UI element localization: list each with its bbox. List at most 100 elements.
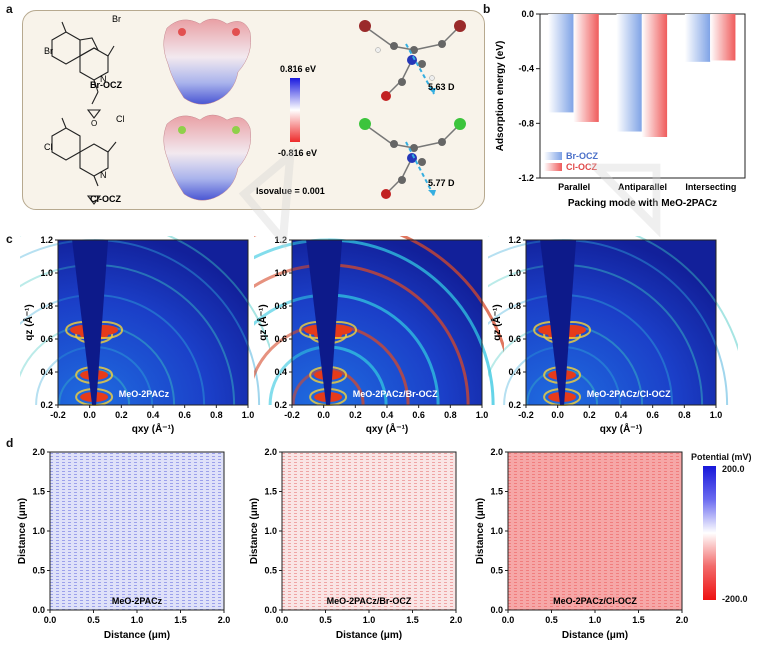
x-tick-label: 0.6 (178, 410, 191, 420)
ballstick-cl (359, 118, 466, 199)
y-tick-label: 2.0 (264, 447, 277, 457)
x-tick-label: 1.5 (174, 615, 187, 625)
x-tick-label: 2.0 (450, 615, 463, 625)
dipole-cl: 5.77 D (428, 178, 455, 188)
legend-label: Br-OCZ (566, 151, 598, 161)
missing-wedge (306, 240, 343, 405)
legend-swatch (544, 163, 562, 171)
y-tick-label: 0.2 (40, 400, 53, 410)
y-tick-label: 0.0 (264, 605, 277, 615)
x-tick-label: 0.0 (276, 615, 289, 625)
y-tick-label: 0.5 (264, 566, 277, 576)
x-tick-label: 2.0 (676, 615, 689, 625)
x-tick-label: 0.2 (349, 410, 362, 420)
diffraction-ring (562, 294, 674, 406)
br-ocz-structure (51, 21, 115, 119)
x-tick-label: 0.5 (545, 615, 558, 625)
kpfm-texture (508, 452, 682, 610)
x-tick-label: 0.8 (678, 410, 691, 420)
x-tick-label: 1.5 (632, 615, 645, 625)
diffraction-ring (488, 294, 563, 326)
x-tick-label: 0.6 (646, 410, 659, 420)
kpfm-map-3: 0.00.0 0.5 0.5 1.0 1.0 1.5 1.5 2.0 2.0 Distance (… (475, 447, 689, 640)
cl-ocz-structure (51, 117, 117, 205)
y-tick-label: 0.4 (40, 367, 53, 377)
dipole-br: 5.63 D (428, 82, 455, 92)
diffraction-ring (562, 346, 622, 406)
kpfm-xlabel: Distance (μm) (336, 630, 402, 640)
panel-a-letter: a (6, 2, 13, 16)
esp-max-label: 0.816 eV (280, 64, 316, 74)
diffraction-ring (20, 264, 95, 288)
x-tick-label: 2.0 (218, 615, 231, 625)
y-tick-label: 0.8 (40, 301, 53, 311)
x-tick-label: 0.4 (147, 410, 160, 420)
diffraction-ring (562, 264, 704, 406)
x-tick-label: -0.2 (50, 410, 66, 420)
esp-colorbar (290, 78, 300, 142)
kpfm-xlabel: Distance (μm) (562, 630, 628, 640)
x-tick-label: 0.5 (87, 615, 100, 625)
cl-ocz-name: Cl-OCZ (90, 194, 121, 204)
kpfm-map-1: 0.00.0 0.5 0.5 1.0 1.0 1.5 1.5 2.0 2.0 Distance (… (17, 447, 231, 640)
giwaxs-xlabel: qxy (Å⁻¹) (132, 422, 175, 435)
diffraction-ring (94, 294, 206, 406)
esp-cl-spot (232, 126, 240, 134)
y-tick-label: 0.2 (508, 400, 521, 410)
y-tick-label: 2.0 (490, 447, 503, 457)
giwaxs-ylabel: qz (Å⁻¹) (256, 304, 269, 340)
isovalue-label: Isovalue = 0.001 (256, 186, 325, 196)
kpfm-map-2: 0.00.0 0.5 0.5 1.0 1.0 1.5 1.5 2.0 2.0 Distance (… (249, 447, 463, 640)
x-tick-label: 0.4 (381, 410, 394, 420)
bar-br-ocz-intersecting (684, 14, 711, 62)
x-tick-label: 1.0 (131, 615, 144, 625)
y-tick-label: 0.6 (40, 334, 53, 344)
br-atom-right: Br (112, 14, 121, 24)
diffraction-ring (20, 294, 95, 326)
x-tick-label: 1.0 (589, 615, 602, 625)
x-tick-label: 0.8 (444, 410, 457, 420)
panel-a-figure: Br Br N O Br-OCZ Cl Cl N Cl-OCZ (44, 14, 466, 205)
adsorption-energy-chart: 0.0 -0.4 -0.8 -1.2 Parallel Antiparallel Inter… (495, 9, 746, 209)
y-tick-label: 1.2 (508, 236, 521, 245)
y-tick-label: 2.0 (32, 447, 45, 457)
y-tick-label: 1.2 (40, 236, 53, 245)
kpfm-sample-label: MeO-2PACz (112, 596, 163, 606)
cl-atom-left: Cl (44, 142, 53, 152)
cl-atom-right: Cl (116, 114, 125, 124)
x-tick-label: Intersecting (685, 182, 736, 192)
esp-surface-cl (163, 114, 251, 201)
y-tick-label: 1.5 (490, 487, 503, 497)
diffraction-ring (254, 263, 329, 289)
diffraction-ring (562, 239, 729, 406)
esp-cl-spot (178, 126, 186, 134)
x-tick-label: 0.0 (551, 410, 564, 420)
giwaxs-xlabel: qxy (Å⁻¹) (366, 422, 409, 435)
giwaxs-sample-label: MeO-2PACz/Br-OCZ (353, 389, 438, 399)
y-tick-label: 1.5 (32, 487, 45, 497)
chart-ylabel: Adsorption energy (eV) (495, 41, 506, 152)
panel-b-letter: b (483, 2, 491, 16)
legend-label: Cl-OCZ (566, 162, 597, 172)
x-tick-label: -0.2 (518, 410, 534, 420)
x-tick-label: 0.0 (317, 410, 330, 420)
kpfm-sample-label: MeO-2PACz/Br-OCZ (327, 596, 412, 606)
panel-d-letter: d (6, 436, 14, 450)
x-tick-label: 0.2 (583, 410, 596, 420)
y-tick-label: 0.4 (508, 367, 521, 377)
kpfm-texture (50, 452, 224, 610)
y-tick-label: 0.6 (274, 334, 287, 344)
bar-cl-ocz-antiparallel (641, 14, 668, 137)
y-tick-label: 0.0 (490, 605, 503, 615)
esp-surface-br (163, 18, 251, 105)
diffraction-ring (328, 345, 388, 406)
x-tick-label: 0.8 (210, 410, 223, 420)
diffraction-ring (328, 263, 470, 406)
x-tick-label: -0.2 (284, 410, 300, 420)
diffraction-ring (399, 236, 504, 353)
panel-c-letter: c (6, 232, 13, 246)
y-tick-label: 0.2 (274, 400, 287, 410)
diffraction-ring (166, 236, 270, 352)
y-tick-label: -0.8 (518, 118, 534, 128)
potential-colorbar (703, 466, 716, 600)
